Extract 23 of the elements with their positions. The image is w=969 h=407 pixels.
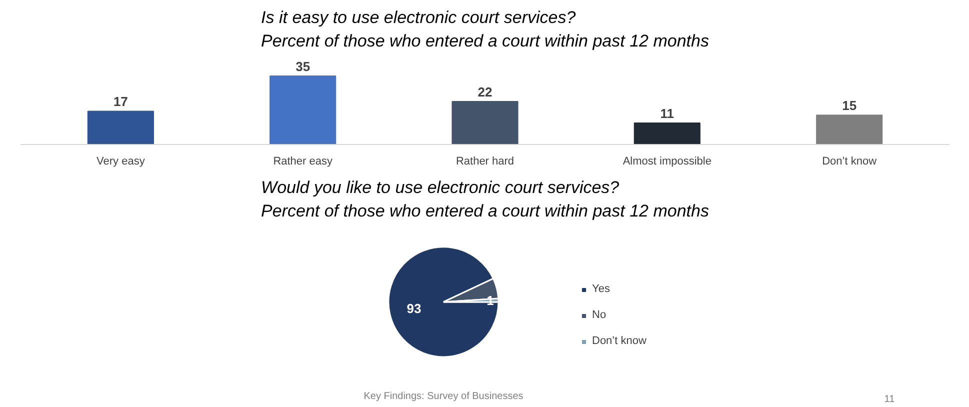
chart-title: Is it easy to use electronic court services? Percent of those who entered a court within past 12 months (261, 8, 710, 50)
data-label: 35 (296, 59, 310, 74)
bar (270, 76, 336, 144)
data-label: 15 (842, 98, 857, 114)
legend-label: Yes (592, 283, 611, 295)
x-tick-label: Very easy (96, 156, 146, 168)
bar (816, 114, 883, 144)
data-label: 11 (660, 106, 674, 121)
legend-label: No (592, 309, 608, 321)
bar (87, 110, 154, 144)
bar (452, 100, 518, 144)
x-tick-label: Don’t know (822, 156, 877, 168)
data-label: 17 (113, 94, 128, 110)
bar (634, 122, 700, 144)
data-label: 93 (406, 301, 422, 316)
text: 11 (884, 394, 896, 406)
text: Key Findings: Survey of Businesses (364, 391, 524, 402)
x-tick-label: Rather easy (273, 156, 333, 168)
chart-title: Would you like to use electronic court services? Percent of those who entered a court within past 12 months (261, 178, 710, 220)
x-tick-label: Rather hard (456, 156, 514, 168)
data-label: 22 (478, 84, 492, 100)
legend-label: Don’t know (592, 335, 646, 347)
x-tick-label: Almost impossible (622, 156, 712, 168)
